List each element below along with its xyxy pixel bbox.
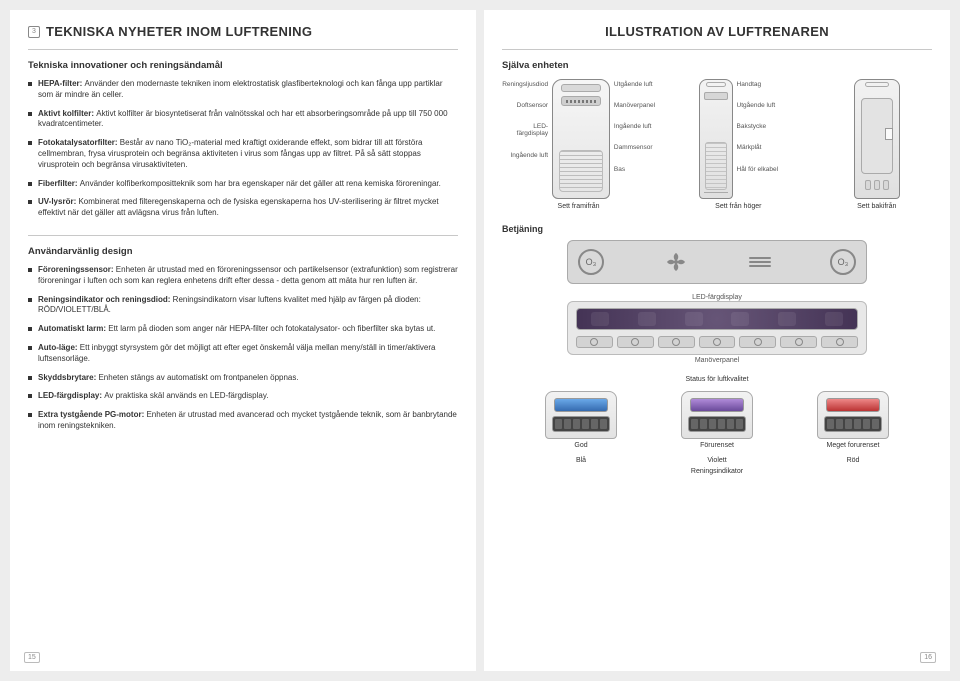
caption-led: LED-färgdisplay: [502, 294, 932, 301]
left-page: 3 TEKNISKA NYHETER INOM LUFTRENING Tekni…: [10, 10, 476, 671]
led-panel: [567, 301, 867, 355]
bullet-item: Skyddsbrytare: Enheten stängs av automat…: [28, 373, 458, 384]
bullet-item: Automatiskt larm: Ett larm på dioden som…: [28, 324, 458, 335]
fan-icon: [663, 249, 689, 275]
page-title-left: TEKNISKA NYHETER INOM LUFTRENING: [46, 24, 312, 39]
color-label: Blå: [576, 457, 586, 464]
bullet-item: Fiberfilter: Använder kolfiberkompositte…: [28, 179, 458, 190]
section-badge: 3: [28, 26, 40, 38]
callout-label: Märkplåt: [737, 144, 779, 151]
status-title: Status för luftkvalitet: [502, 376, 932, 383]
callout-label: LED-färgdisplay: [502, 123, 548, 137]
bullet-item: Aktivt kolfilter: Aktivt kolfilter är bi…: [28, 109, 458, 131]
subhead-device: Själva enheten: [502, 60, 932, 71]
section-betjaning: Betjäning: [502, 224, 932, 234]
callout-label: Ingående luft: [614, 123, 655, 130]
status-unit: Meget forurenset: [792, 391, 914, 449]
ozone-ring-right: O₃: [830, 249, 856, 275]
page-title-right: ILLUSTRATION AV LUFTRENAREN: [605, 24, 829, 39]
status-row: GodFörurensetMeget forurenset: [520, 391, 914, 449]
divider: [28, 235, 458, 236]
status-unit: Förurenset: [656, 391, 778, 449]
color-label: Violett: [707, 457, 726, 464]
caption-back: Sett bakifrån: [857, 203, 896, 210]
bullet-item: Fotokatalysatorfilter: Består av nano Ti…: [28, 138, 458, 170]
right-page: ILLUSTRATION AV LUFTRENAREN Själva enhet…: [484, 10, 950, 671]
caption-front: Sett framifrån: [558, 203, 600, 210]
callout-label: Dammsensor: [614, 144, 655, 151]
subhead-innovations: Tekniska innovationer och reningsändamål: [28, 60, 458, 71]
callout-label: Manöverpanel: [614, 102, 655, 109]
callout-label: Bakstycke: [737, 123, 779, 130]
page-number: 15: [24, 652, 40, 663]
device-views-row: Reningsljusdiod Doftsensor LED-färgdisplay…: [502, 79, 932, 210]
callout-label: Bas: [614, 166, 655, 173]
caption-panel: Manöverpanel: [502, 357, 932, 364]
page-number: 16: [920, 652, 936, 663]
bullet-item: LED-färgdisplay: Av praktiska skäl använ…: [28, 391, 458, 402]
bullet-item: Reningsindikator och reningsdiod: Rening…: [28, 295, 458, 317]
callout-label: Utgående luft: [614, 81, 655, 88]
ozone-panel: O₃ O₃: [567, 240, 867, 284]
device-back: [854, 79, 900, 199]
waves-icon: [749, 257, 771, 267]
callout-label: Reningsljusdiod: [502, 81, 548, 88]
bullet-item: Auto-läge: Ett inbyggt styrsystem gör de…: [28, 343, 458, 365]
led-buttons: [576, 336, 858, 348]
device-front: [552, 79, 610, 199]
bullet-item: Föroreningssensor: Enheten är utrustad m…: [28, 265, 458, 287]
indicator-caption: Reningsindikator: [502, 468, 932, 475]
divider: [28, 49, 458, 50]
ozone-ring-left: O₃: [578, 249, 604, 275]
caption-side: Sett från höger: [715, 203, 761, 210]
led-screen: [576, 308, 858, 330]
callout-label: Ingående luft: [502, 152, 548, 159]
callout-label: Utgående luft: [737, 102, 779, 109]
color-label: Röd: [847, 457, 860, 464]
bullet-item: UV-lysrör: Kombinerat med filteregenskap…: [28, 197, 458, 219]
subhead-design: Användarvänlig design: [28, 246, 458, 257]
callout-label: Hål för elkabel: [737, 166, 779, 173]
status-unit: God: [520, 391, 642, 449]
divider: [502, 49, 932, 50]
bullet-item: HEPA-filter: Använder den modernaste tek…: [28, 79, 458, 101]
device-side: [699, 79, 733, 199]
bullet-item: Extra tystgående PG-motor: Enheten är ut…: [28, 410, 458, 432]
callout-label: Handtag: [737, 81, 779, 88]
callout-label: Doftsensor: [502, 102, 548, 109]
